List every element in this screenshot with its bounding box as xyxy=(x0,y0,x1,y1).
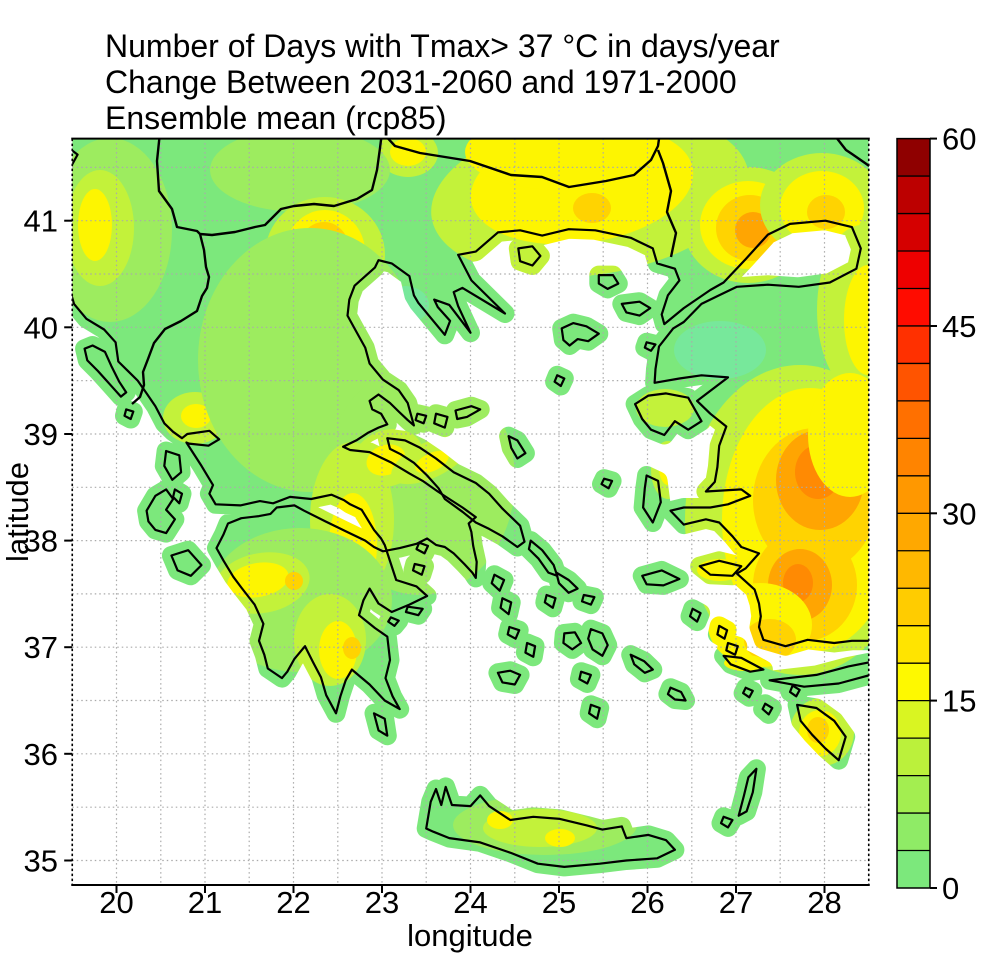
svg-text:21: 21 xyxy=(188,885,222,920)
svg-text:25: 25 xyxy=(542,885,576,920)
svg-text:30: 30 xyxy=(942,496,976,531)
svg-text:latitude: latitude xyxy=(0,462,35,562)
svg-text:41: 41 xyxy=(24,204,58,239)
svg-text:20: 20 xyxy=(99,885,133,920)
svg-text:Number of Days with Tmax> 37 °: Number of Days with Tmax> 37 °C in days/… xyxy=(105,28,780,64)
svg-text:22: 22 xyxy=(276,885,310,920)
svg-text:27: 27 xyxy=(719,885,753,920)
svg-text:40: 40 xyxy=(24,310,58,345)
svg-text:26: 26 xyxy=(630,885,664,920)
svg-text:45: 45 xyxy=(942,309,976,344)
svg-text:28: 28 xyxy=(807,885,841,920)
svg-text:23: 23 xyxy=(365,885,399,920)
svg-text:longitude: longitude xyxy=(407,918,533,953)
svg-text:Change Between 2031-2060 and 1: Change Between 2031-2060 and 1971-2000 xyxy=(105,64,737,100)
svg-text:0: 0 xyxy=(942,871,959,906)
svg-text:37: 37 xyxy=(24,630,58,665)
svg-text:60: 60 xyxy=(942,122,976,157)
svg-text:24: 24 xyxy=(453,885,487,920)
svg-text:Ensemble mean (rcp85): Ensemble mean (rcp85) xyxy=(105,100,446,136)
svg-text:36: 36 xyxy=(24,737,58,772)
svg-text:39: 39 xyxy=(24,417,58,452)
svg-text:15: 15 xyxy=(942,684,976,719)
svg-text:35: 35 xyxy=(24,844,58,879)
svg-text:38: 38 xyxy=(24,524,58,559)
